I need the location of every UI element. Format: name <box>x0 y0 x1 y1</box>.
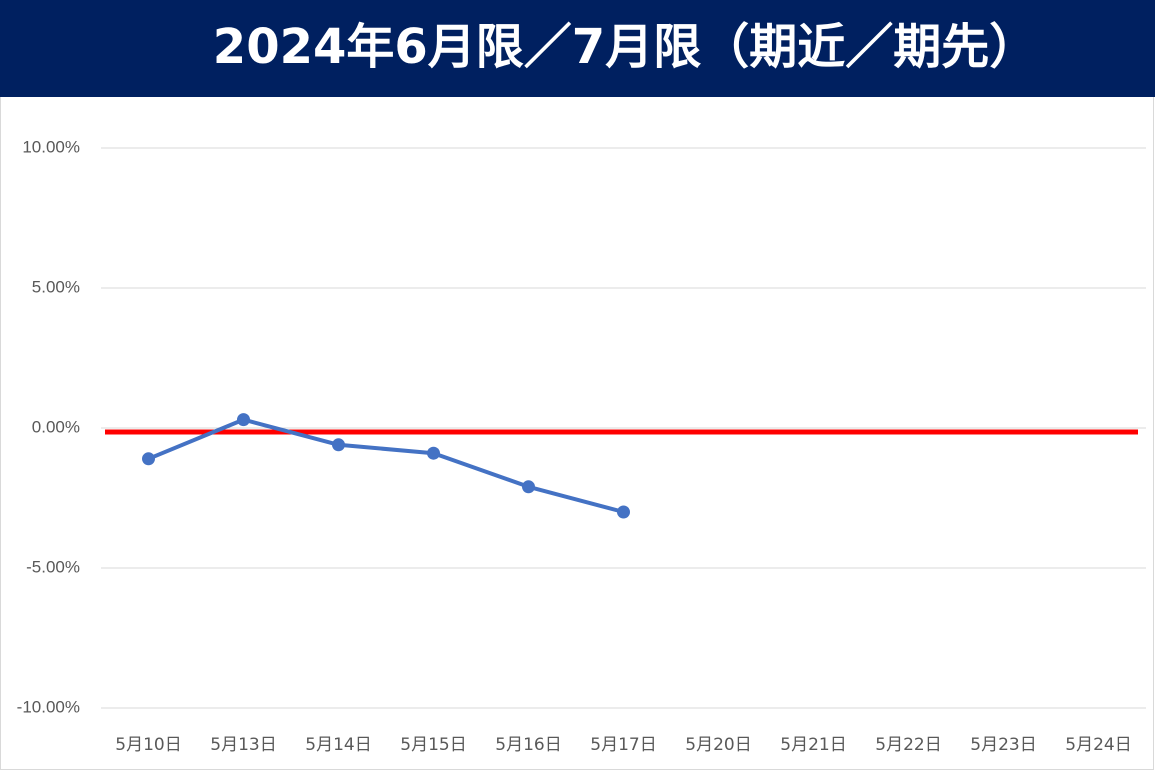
point <box>237 413 250 427</box>
x-tick-label: 5月16日 <box>495 735 561 755</box>
x-tick-label: 5月14日 <box>305 735 371 755</box>
x-tick-label: 5月10日 <box>115 735 181 755</box>
chart-title: 2024年6月限／7月限（期近／期先） <box>213 19 1037 75</box>
point <box>427 446 440 460</box>
x-tick-label: 5月17日 <box>590 735 656 755</box>
point <box>332 438 345 452</box>
y-tick-label: -10.00% <box>17 697 80 716</box>
x-tick-label: 5月21日 <box>780 735 846 755</box>
y-tick-label: 0.00% <box>32 417 80 436</box>
x-tick-label: 5月24日 <box>1065 735 1131 755</box>
x-tick-label: 5月23日 <box>970 735 1036 755</box>
point <box>617 505 630 519</box>
y-tick-label: 5.00% <box>32 277 80 296</box>
y-tick-label: 10.00% <box>22 137 80 156</box>
title-bar <box>0 0 1155 97</box>
x-tick-label: 5月13日 <box>210 735 276 755</box>
series-line <box>147 417 625 514</box>
point <box>142 452 155 466</box>
x-tick-label: 5月20日 <box>685 735 751 755</box>
x-tick-label: 5月15日 <box>400 735 466 755</box>
x-tick-label: 5月22日 <box>875 735 941 755</box>
y-tick-label: -5.00% <box>26 557 80 576</box>
point <box>522 480 535 494</box>
